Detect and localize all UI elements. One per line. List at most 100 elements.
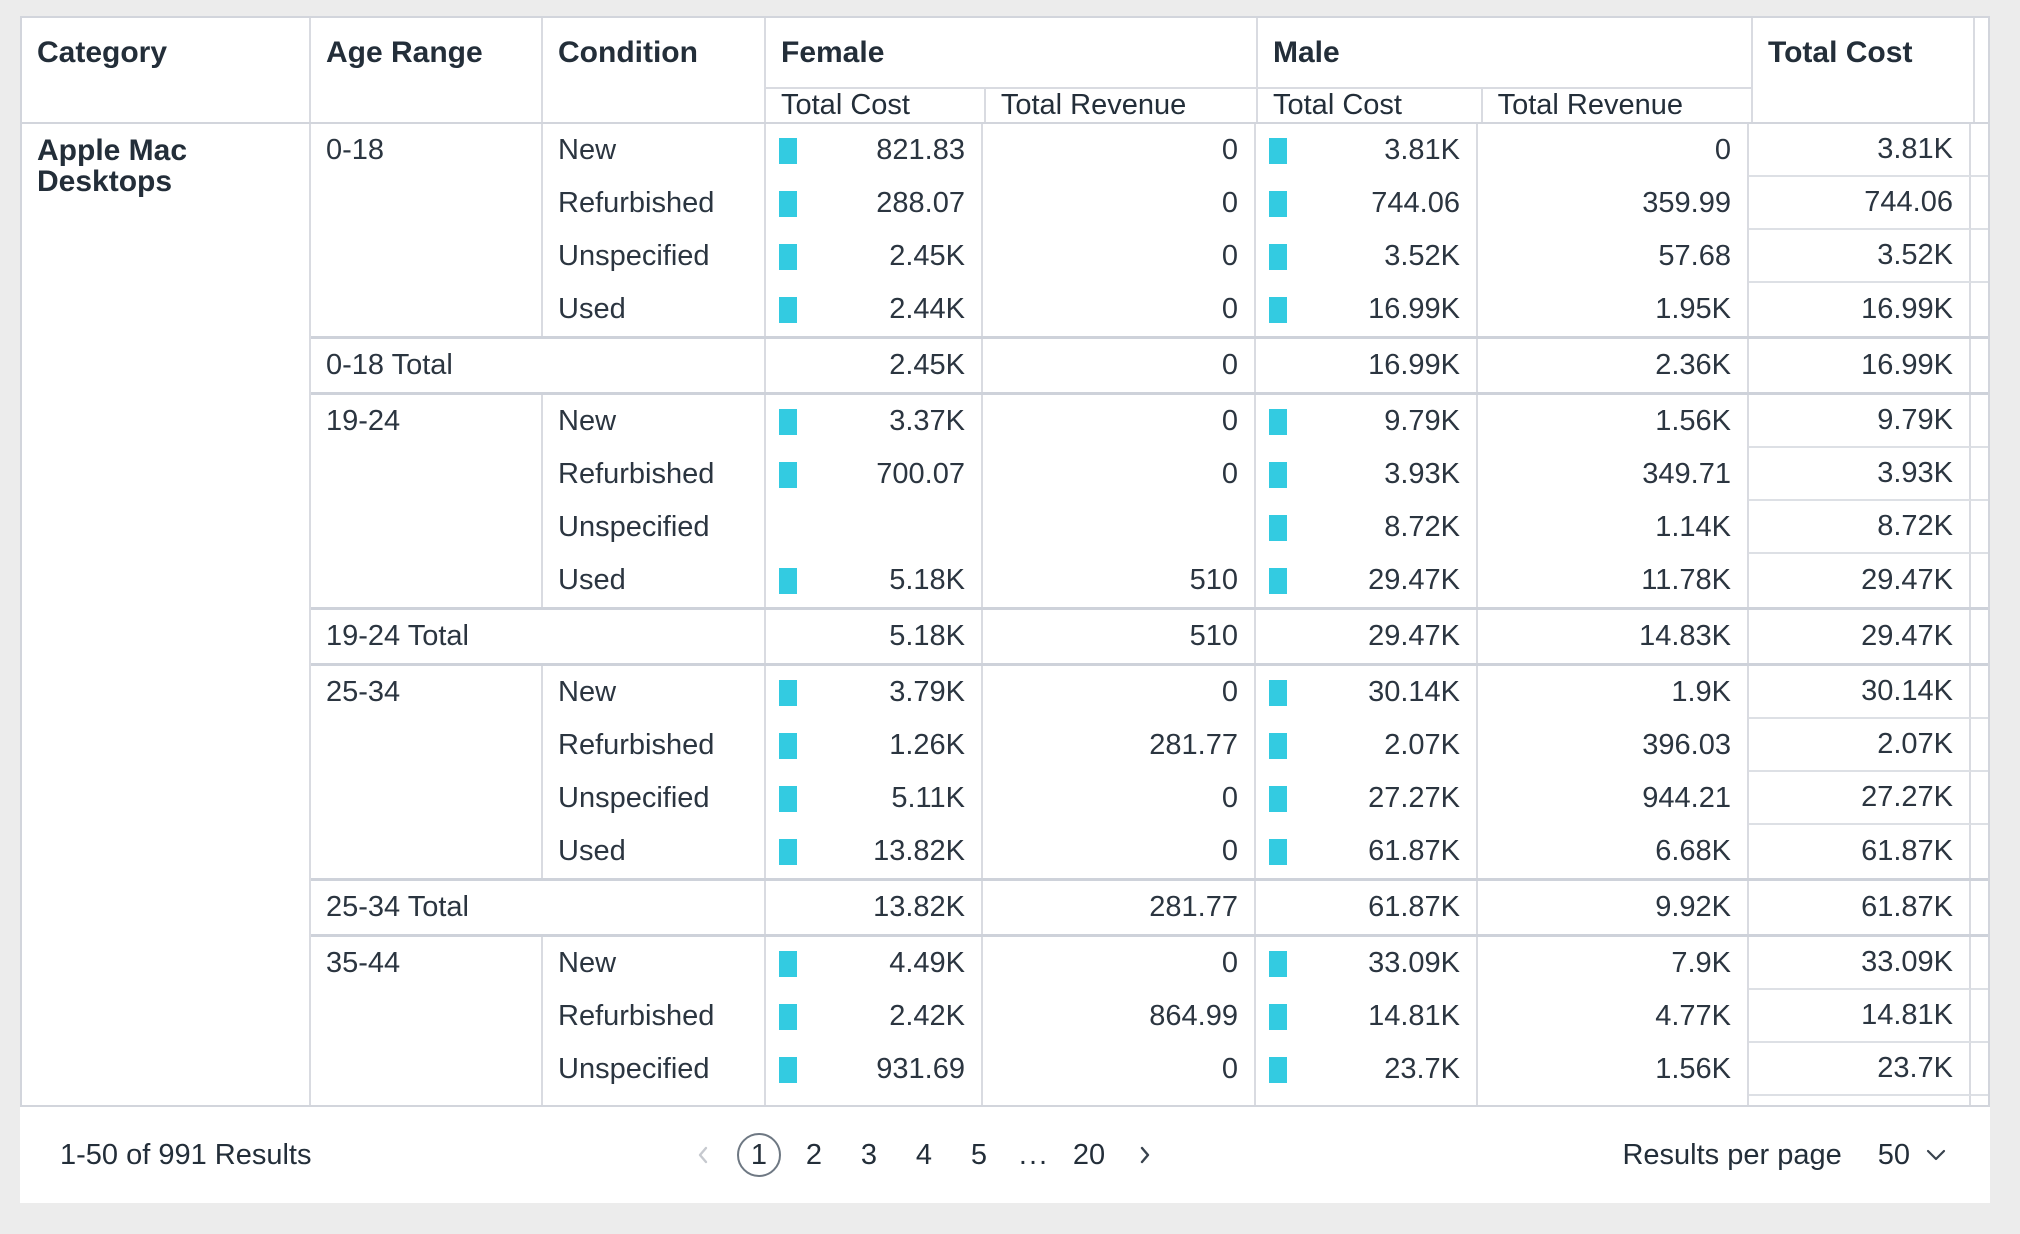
- cell-grand-total-cost: 3.52K: [1749, 230, 1971, 283]
- cost-marker: [779, 732, 797, 759]
- page-button-4[interactable]: 4: [915, 1138, 933, 1171]
- table-row: Unspecified 931.69 0 23.7K 1.56K 23.7K: [543, 1043, 1988, 1096]
- cell-grand-total-cost: 16.99K: [1749, 283, 1971, 336]
- cost-marker: [1269, 679, 1287, 706]
- table-row: Refurbished 288.07 0 744.06 359.99 744.0…: [543, 177, 1988, 230]
- chevron-left-icon: [698, 1146, 708, 1164]
- cell-female-total-revenue: 510: [983, 610, 1256, 663]
- cell-overflow: [1971, 554, 1988, 607]
- page-button-1[interactable]: 1: [737, 1133, 781, 1177]
- header-group-female: Female Total Cost Total Revenue: [766, 18, 1258, 122]
- cost-marker: [779, 679, 797, 706]
- chevron-down-icon: [1926, 1149, 1946, 1161]
- cell-male-total-revenue: 349.71: [1478, 448, 1749, 501]
- results-per-page-label: Results per page: [1622, 1138, 1842, 1171]
- cell-overflow: [1971, 283, 1988, 336]
- cell-female-total-cost: 13.82K: [766, 825, 983, 878]
- cell-male-total-cost: 33.09K: [1256, 937, 1478, 990]
- results-per-page-value: 50: [1877, 1138, 1910, 1171]
- cell-overflow: [1971, 666, 1988, 719]
- cell-female-total-cost: 3.79K: [766, 666, 983, 719]
- cell-female-total-cost: 2.45K: [766, 339, 983, 392]
- prev-page-button[interactable]: [682, 1133, 726, 1177]
- header-group-male: Male Total Cost Total Revenue: [1258, 18, 1753, 122]
- cost-marker: [779, 243, 797, 270]
- cell-female-total-revenue: 0: [983, 283, 1256, 336]
- header-male: Male: [1258, 18, 1751, 89]
- group-total-row: 25-34 Total 13.82K 281.77 61.87K 9.92K 6…: [311, 878, 1988, 937]
- cell-grand-total-cost: 33.09K: [1749, 937, 1971, 990]
- pagination-ellipsis: ...: [1018, 1138, 1050, 1171]
- cell-male-total-revenue: 1.95K: [1478, 283, 1749, 336]
- header-grand-total-cost: Total Cost: [1753, 18, 1975, 122]
- cell-age-range: 25-34: [311, 666, 543, 878]
- cost-marker: [779, 408, 797, 435]
- cell-female-total-cost: 1.26K: [766, 719, 983, 772]
- cell-male-total-revenue: 1.14K: [1478, 501, 1749, 554]
- cost-marker: [779, 950, 797, 977]
- cell-male-total-cost: 8.72K: [1256, 501, 1478, 554]
- cell-male-total-cost: 16.99K: [1256, 339, 1478, 392]
- cell-overflow: [1971, 772, 1988, 825]
- cell-grand-total-cost: 9.79K: [1749, 395, 1971, 448]
- cell-male-total-cost: 30.14K: [1256, 666, 1478, 719]
- page-button-20[interactable]: 20: [1072, 1138, 1106, 1171]
- cell-overflow: [1971, 177, 1988, 230]
- cost-marker: [779, 785, 797, 812]
- cell-male-total-cost: 14.81K: [1256, 990, 1478, 1043]
- cell-female-total-cost: 5.11K: [766, 772, 983, 825]
- cell-male-total-revenue: 1.56K: [1478, 395, 1749, 448]
- table-row: Used 13.82K 0 61.87K 6.68K 61.87K: [543, 825, 1988, 878]
- cell-male-total-cost: 9.79K: [1256, 395, 1478, 448]
- cell-female-total-cost: [766, 501, 983, 554]
- table-row: New 3.79K 0 30.14K 1.9K 30.14K: [543, 666, 1988, 719]
- next-page-button[interactable]: [1122, 1133, 1166, 1177]
- cell-overflow: [1971, 395, 1988, 448]
- cell-grand-total-cost: 30.14K: [1749, 666, 1971, 719]
- table-row: New 4.49K 0 33.09K 7.9K 33.09K: [543, 937, 1988, 990]
- cell-male-total-revenue: 1.56K: [1478, 1043, 1749, 1096]
- cell-female-total-cost: 2.45K: [766, 230, 983, 283]
- cell-age-range: 35-44: [311, 937, 543, 1149]
- header-female-total-revenue: Total Revenue: [1000, 89, 1187, 121]
- page-button-5[interactable]: 5: [970, 1138, 988, 1171]
- cell-male-total-revenue: 396.03: [1478, 719, 1749, 772]
- cell-condition: Used: [543, 554, 766, 607]
- cell-overflow: [1971, 881, 1988, 934]
- header-male-total-revenue: Total Revenue: [1497, 89, 1683, 121]
- cost-marker: [1269, 1056, 1287, 1083]
- cell-grand-total-cost: 2.07K: [1749, 719, 1971, 772]
- cost-marker: [779, 190, 797, 217]
- results-per-page-select[interactable]: 50: [1878, 1139, 1948, 1172]
- cell-female-total-revenue: 281.77: [983, 719, 1256, 772]
- cell-overflow: [1971, 501, 1988, 554]
- page-button-2[interactable]: 2: [805, 1138, 823, 1171]
- cell-overflow: [1971, 124, 1988, 177]
- cell-male-total-revenue: 1.9K: [1478, 666, 1749, 719]
- cell-condition: New: [543, 124, 766, 177]
- cell-male-total-cost: 16.99K: [1256, 283, 1478, 336]
- cell-male-total-cost: 23.7K: [1256, 1043, 1478, 1096]
- table-row: Unspecified 5.11K 0 27.27K 944.21 27.27K: [543, 772, 1988, 825]
- cell-overflow: [1971, 610, 1988, 663]
- cost-marker: [1269, 461, 1287, 488]
- cost-marker: [779, 137, 797, 164]
- pagination: 1 2 3 4 5 ... 20: [682, 1107, 1166, 1203]
- cell-grand-total-cost: 3.81K: [1749, 124, 1971, 177]
- cell-overflow: [1971, 1043, 1988, 1096]
- header-male-total-cost: Total Cost: [1258, 89, 1483, 122]
- cost-marker: [1269, 296, 1287, 323]
- cell-group-total-label: 19-24 Total: [311, 610, 766, 663]
- cell-male-total-revenue: 57.68: [1478, 230, 1749, 283]
- cell-grand-total-cost: 27.27K: [1749, 772, 1971, 825]
- table-row: Unspecified 2.45K 0 3.52K 57.68 3.52K: [543, 230, 1988, 283]
- table-body: Apple Mac Desktops 0-18 New 821.83 0 3.8…: [22, 124, 1988, 1149]
- page-button-3[interactable]: 3: [860, 1138, 878, 1171]
- cell-grand-total-cost: 16.99K: [1749, 339, 1971, 392]
- cell-condition: Refurbished: [543, 448, 766, 501]
- cell-male-total-revenue: 2.36K: [1478, 339, 1749, 392]
- cell-female-total-revenue: 0: [983, 666, 1256, 719]
- cell-age-range: 0-18: [311, 124, 543, 336]
- cost-marker: [1269, 243, 1287, 270]
- cell-condition: New: [543, 395, 766, 448]
